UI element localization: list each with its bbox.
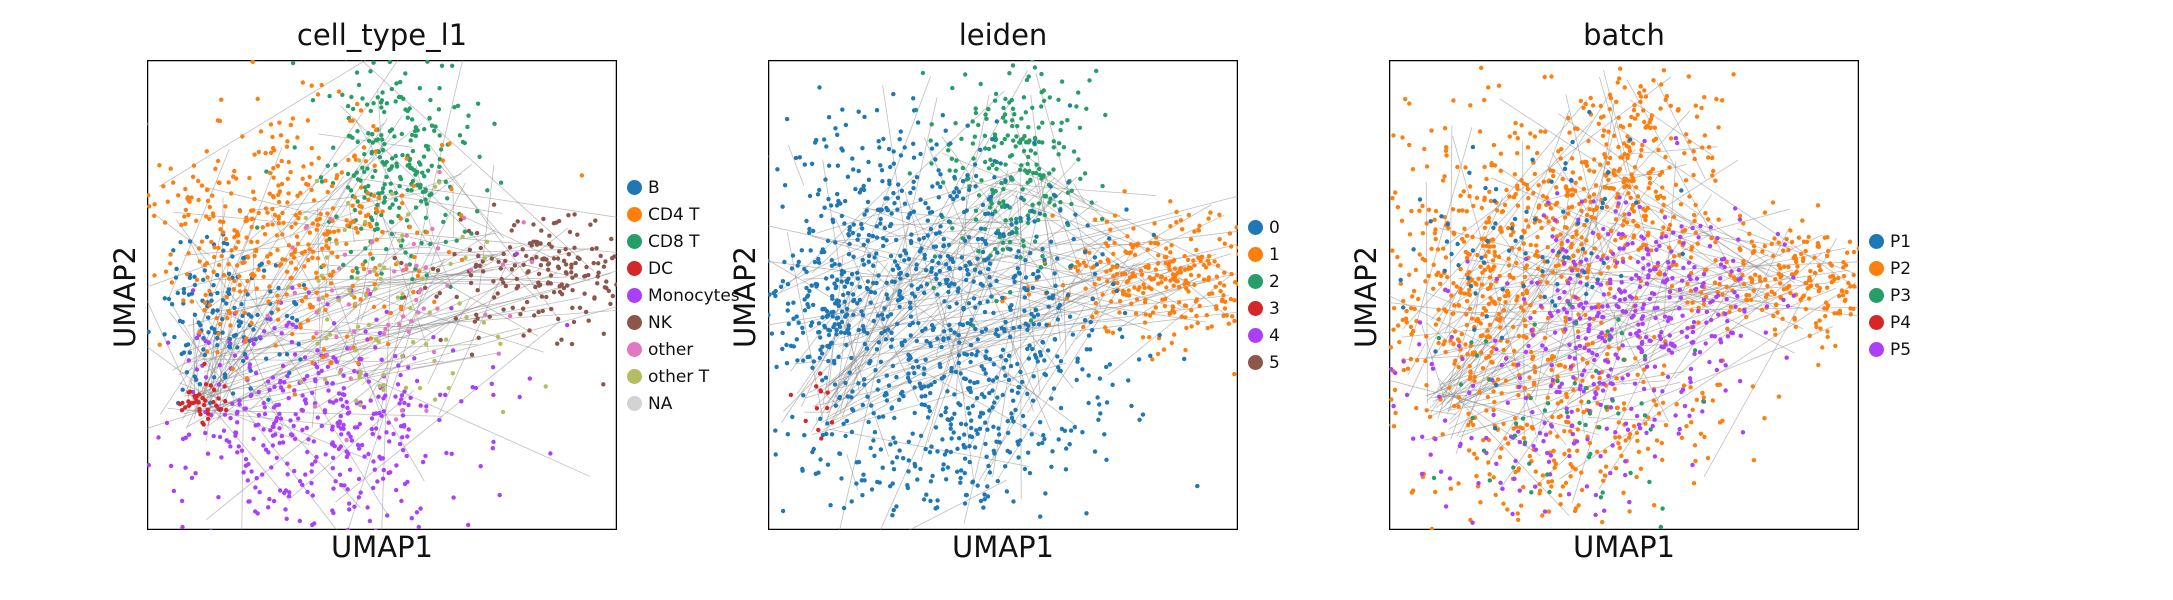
legend-marker [1248, 328, 1263, 343]
legend-item: NA [627, 390, 740, 417]
panel-1-title: cell_type_l1 [296, 18, 468, 52]
legend-item: other [627, 336, 740, 363]
panel-3-plot [1389, 60, 1859, 530]
legend-item: DC [627, 255, 740, 282]
legend-item: P3 [1869, 282, 1911, 309]
legend-marker [627, 180, 642, 195]
legend-label: P3 [1890, 285, 1912, 306]
legend-item: 1 [1248, 241, 1280, 268]
legend-marker [1869, 315, 1884, 330]
legend-label: 1 [1269, 244, 1280, 265]
legend-item: 2 [1248, 268, 1280, 295]
legend-marker [627, 207, 642, 222]
panel-1-plot [147, 60, 617, 530]
legend-marker [1869, 261, 1884, 276]
legend-item: P4 [1869, 309, 1911, 336]
scatter-points [768, 60, 1238, 519]
legend-label: CD4 T [648, 204, 700, 225]
panel-1-x-axis-label: UMAP1 [330, 530, 434, 564]
panel-3-title: batch [1583, 18, 1665, 52]
legend-item: 4 [1248, 322, 1280, 349]
scatter-points [147, 60, 617, 530]
legend-label: NA [648, 393, 673, 414]
legend-item: other T [627, 363, 740, 390]
legend-marker [627, 315, 642, 330]
legend-item: 5 [1248, 349, 1280, 376]
legend-marker [627, 234, 642, 249]
legend-marker [627, 342, 642, 357]
legend-label: 2 [1269, 271, 1280, 292]
legend-marker [627, 261, 642, 276]
panel-3-x-axis-label: UMAP1 [1572, 530, 1676, 564]
legend-label: DC [648, 258, 673, 279]
legend-label: 4 [1269, 325, 1280, 346]
legend-label: other [648, 339, 694, 360]
legend-item: 0 [1248, 214, 1280, 241]
legend-item: 3 [1248, 295, 1280, 322]
legend-marker [1869, 342, 1884, 357]
legend-marker [1869, 288, 1884, 303]
legend-marker [1248, 301, 1263, 316]
legend-label: other T [648, 366, 710, 387]
legend-item: P2 [1869, 255, 1911, 282]
panel-2-title: leiden [958, 18, 1048, 52]
panel-3-y-axis-label: UMAP2 [1349, 245, 1383, 349]
legend-marker [627, 396, 642, 411]
scatter-points [1389, 65, 1859, 530]
legend-label: P5 [1890, 339, 1912, 360]
legend-marker [1248, 220, 1263, 235]
legend-item: P1 [1869, 228, 1911, 255]
legend-marker [1248, 247, 1263, 262]
legend-item: Monocytes [627, 282, 740, 309]
panel-1-legend: B CD4 T CD8 T DC Monocytes NK other other T NA [627, 174, 740, 417]
legend-label: NK [648, 312, 672, 333]
legend-marker [627, 288, 642, 303]
panel-3-legend: P1 P2 P3 P4 P5 [1869, 228, 1911, 363]
panel-2-y-axis-label: UMAP2 [728, 245, 762, 349]
legend-item: CD4 T [627, 201, 740, 228]
legend-label: 5 [1269, 352, 1280, 373]
legend-marker [627, 369, 642, 384]
panel-2-plot [768, 60, 1238, 530]
legend-item: CD8 T [627, 228, 740, 255]
legend-label: CD8 T [648, 231, 700, 252]
legend-marker [1869, 234, 1884, 249]
legend-label: 3 [1269, 298, 1280, 319]
panel-2-legend: 0 1 2 3 4 5 [1248, 214, 1280, 376]
legend-label: B [648, 177, 660, 198]
panel-1-y-axis-label: UMAP2 [108, 245, 142, 349]
legend-label: 0 [1269, 217, 1280, 238]
legend-item: B [627, 174, 740, 201]
graph-edges [1389, 69, 1859, 517]
legend-label: P1 [1890, 231, 1912, 252]
legend-label: P4 [1890, 312, 1912, 333]
legend-item: P5 [1869, 336, 1911, 363]
legend-marker [1248, 274, 1263, 289]
legend-label: P2 [1890, 258, 1912, 279]
legend-marker [1248, 355, 1263, 370]
legend-label: Monocytes [648, 285, 740, 306]
panel-2-x-axis-label: UMAP1 [951, 530, 1055, 564]
legend-item: NK [627, 309, 740, 336]
plot-frame [1389, 60, 1859, 530]
